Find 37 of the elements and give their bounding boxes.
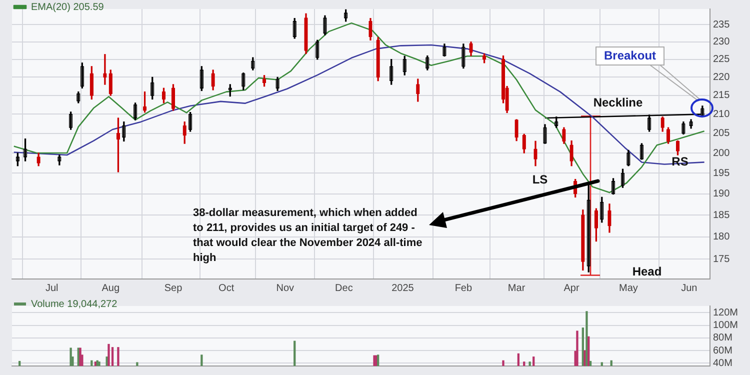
y-tick-label: 175: [713, 254, 730, 265]
x-tick-label: 2025: [392, 282, 414, 294]
x-tick-label: Mar: [508, 282, 526, 294]
y-tick-label: 200: [713, 148, 730, 159]
y-tick-label: 40M: [713, 358, 732, 369]
x-tick-label: Oct: [218, 282, 234, 294]
legend-label: Volume 19,044,272: [31, 298, 118, 310]
y-tick-label: 235: [713, 20, 730, 30]
y-tick-label: 225: [713, 54, 730, 66]
y-tick-label: 230: [713, 36, 730, 48]
x-tick-label: Nov: [276, 282, 294, 294]
y-tick-label: 80M: [713, 332, 732, 344]
annotation: Breakout: [604, 48, 656, 62]
annotation: Neckline: [593, 95, 644, 110]
x-tick-label: Feb: [454, 282, 472, 294]
x-tick-label: Jul: [45, 282, 58, 294]
x-tick-label: Dec: [335, 282, 353, 294]
y-tick-label: 60M: [713, 345, 732, 356]
annotation: LS: [532, 172, 548, 186]
y-tick-label: 215: [713, 90, 730, 102]
legend-label: EMA(20) 205.59: [31, 2, 104, 13]
x-tick-label: Apr: [564, 282, 580, 294]
annotation: 38-dollar measurement, which when added to 211, provides us an initial target of 249 - that would clear the November 2024 all-time high: [193, 207, 422, 264]
x-tick-label: Sep: [164, 282, 183, 294]
y-tick-label: 205: [713, 128, 730, 140]
y-tick-label: 220: [713, 72, 730, 83]
y-tick-label: 190: [713, 188, 730, 200]
x-tick-label: Jun: [681, 282, 698, 294]
annotation: Head: [632, 264, 662, 278]
y-tick-label: 120M: [713, 307, 738, 318]
y-tick-label: 195: [713, 168, 730, 179]
y-tick-label: 100M: [713, 320, 738, 332]
x-tick-label: May: [618, 282, 638, 294]
y-tick-label: 185: [713, 210, 730, 221]
x-tick-label: Aug: [102, 282, 120, 294]
y-tick-label: 180: [713, 232, 730, 243]
y-tick-label: 210: [713, 108, 730, 120]
